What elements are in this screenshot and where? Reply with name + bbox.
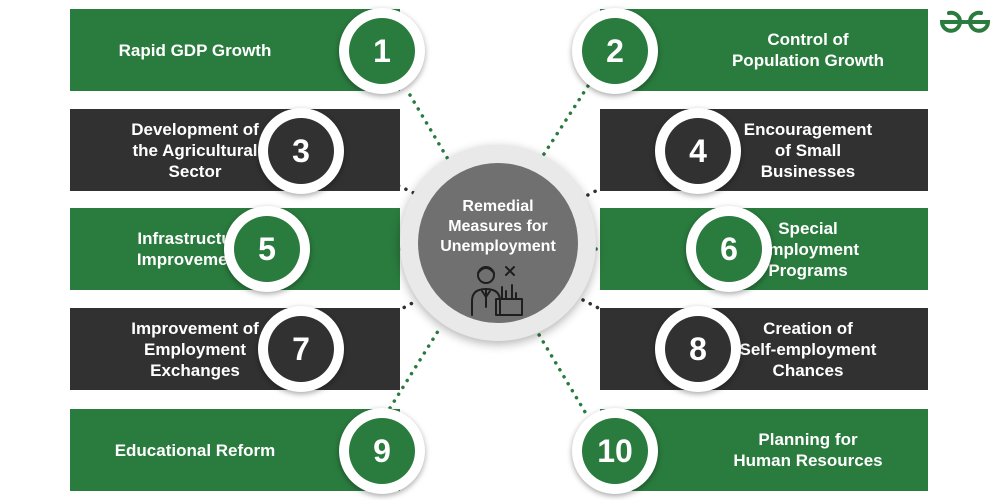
measure-7-badge: 7 [258, 306, 344, 392]
measure-3-label: Development of the Agricultural Sector [131, 119, 259, 181]
measure-9-badge: 9 [339, 408, 425, 494]
measure-1-badge: 1 [339, 8, 425, 94]
connector-1 [408, 93, 454, 168]
measure-1-label: Rapid GDP Growth [118, 40, 272, 60]
measure-4-badge: 4 [655, 108, 741, 194]
measure-4-bar: Encouragement of Small Businesses [600, 109, 928, 191]
measure-7-number: 7 [292, 330, 310, 367]
measure-8-bar: Creation of Self-employment Chances [600, 308, 928, 390]
connector-9 [388, 326, 442, 410]
geeksforgeeks-logo [939, 10, 991, 33]
measure-6-bar: Special Employment Programs [600, 208, 928, 290]
measure-4-number: 4 [689, 132, 707, 169]
measure-5-number: 5 [258, 230, 276, 267]
measure-10-badge: 10 [572, 408, 658, 494]
measure-4-label: Encouragement of Small Businesses [743, 119, 873, 181]
measure-6-number: 6 [720, 230, 738, 267]
measure-8-number: 8 [689, 330, 707, 367]
measure-6-badge: 6 [686, 206, 772, 292]
measure-10-label: Planning for Human Resources [733, 430, 883, 470]
measure-3-bar: Development of the Agricultural Sector [70, 109, 400, 191]
measure-2-number: 2 [606, 32, 624, 69]
connector-2 [533, 84, 590, 170]
hub-circle: Remedial Measures for Unemployment [418, 163, 578, 323]
measure-9-number: 9 [373, 432, 391, 469]
measure-2-badge: 2 [572, 8, 658, 94]
measure-8-badge: 8 [655, 306, 741, 392]
measure-3-number: 3 [292, 132, 310, 169]
measure-7-label: Improvement of Employment Exchanges [131, 318, 259, 380]
hub-title: Remedial Measures for Unemployment [440, 198, 556, 255]
unemployed-person-icon [471, 266, 523, 316]
measure-10-number: 10 [597, 432, 633, 469]
connector-10 [533, 326, 587, 414]
measure-6-label: Special Employment Programs [756, 218, 860, 280]
measure-2-label: Control of Population Growth [731, 30, 885, 70]
measure-1-number: 1 [373, 32, 391, 69]
measure-8-label: Creation of Self-employment Chances [739, 318, 877, 380]
measure-5-badge: 5 [224, 206, 310, 292]
connector-3 [338, 156, 420, 197]
measure-9-label: Educational Reform [114, 440, 276, 460]
measure-3-badge: 3 [258, 108, 344, 194]
measure-7-bar: Improvement of Employment Exchanges [70, 308, 400, 390]
